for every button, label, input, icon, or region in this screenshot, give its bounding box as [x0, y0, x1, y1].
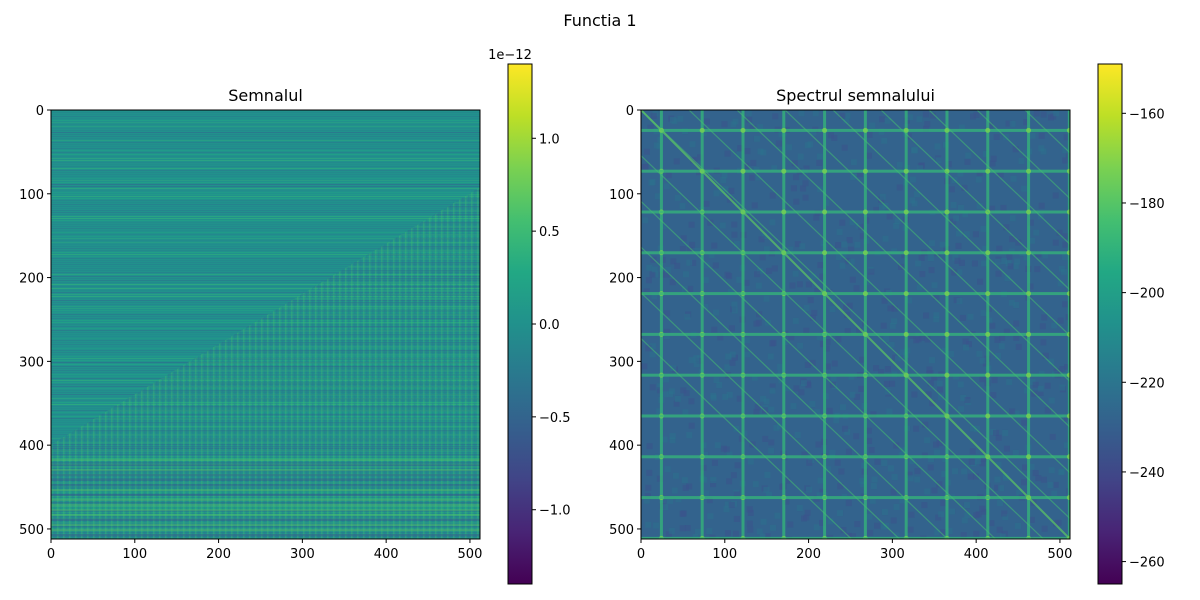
y-tick-label-1-4: 400 [609, 439, 634, 454]
chart-spectrum-image [641, 110, 1070, 539]
x-tick-label-0-3: 300 [290, 547, 315, 562]
colorbar-spectrum-ticks: −260 −240 −220 −200 −180 −160 [1122, 107, 1165, 571]
chart-spectrum: Spectrul semnalului 0 100 200 300 400 5000100… [609, 63, 1165, 585]
x-tick-label-0-1: 100 [122, 547, 147, 562]
y-tick-label-1-2: 200 [609, 272, 634, 287]
y-tick-label-1-3: 300 [609, 355, 634, 370]
y-tick-label-0-0: 0 [36, 104, 44, 119]
x-tick-label-1-4: 400 [964, 547, 989, 562]
colorbar-signal-offset-label: 1e−12 [488, 48, 532, 63]
x-tick-label-0-5: 500 [458, 547, 483, 562]
chart-signal-image [51, 110, 480, 539]
chart-spectrum-frame [640, 109, 1071, 540]
colorbar-tick-label-1-2: −220 [1129, 376, 1165, 391]
y-tick-label-0-5: 500 [19, 523, 44, 538]
colorbar-tick-label-1-5: −160 [1129, 107, 1165, 122]
x-tick-label-0-0: 0 [47, 547, 55, 562]
colorbar-tick-label-0-4: 1.0 [539, 132, 560, 147]
spectrum-grid-lines [641, 110, 1070, 539]
colorbar-tick-label-1-4: −180 [1129, 197, 1165, 212]
y-tick-label-0-4: 400 [19, 439, 44, 454]
chart-signal-frame [50, 109, 481, 540]
y-tick-label-1-0: 0 [626, 104, 634, 119]
x-tick-label-0-4: 400 [374, 547, 399, 562]
y-tick-label-1-5: 500 [609, 523, 634, 538]
y-tick-label-0-2: 200 [19, 272, 44, 287]
figure-suptitle: Functia 1 [563, 11, 636, 30]
colorbar-tick-label-1-3: −200 [1129, 287, 1165, 302]
y-tick-label-0-1: 100 [19, 188, 44, 203]
colorbar-tick-label-1-1: −240 [1129, 466, 1165, 481]
chart-spectrum-title: Spectrul semnalului [776, 86, 935, 105]
spectrum-diagonal-lines [641, 110, 1070, 539]
chart-signal: Semnalul 0 100 200 300 400 500010020030040050… [19, 48, 571, 585]
colorbar-tick-label-0-1: −0.5 [539, 411, 571, 426]
y-tick-label-1-1: 100 [609, 188, 634, 203]
x-tick-label-1-2: 200 [796, 547, 821, 562]
colorbar-spectrum [1098, 64, 1122, 584]
colorbar-tick-label-0-0: −1.0 [539, 504, 571, 519]
colorbar-signal [508, 64, 532, 584]
chart-signal-title: Semnalul [228, 86, 303, 105]
colorbar-tick-label-1-0: −260 [1129, 556, 1165, 571]
colorbar-tick-label-0-2: 0.0 [539, 318, 560, 333]
x-tick-label-0-2: 200 [206, 547, 231, 562]
y-tick-label-0-3: 300 [19, 355, 44, 370]
x-tick-label-1-3: 300 [880, 547, 905, 562]
x-tick-label-1-5: 500 [1048, 547, 1073, 562]
colorbar-spectrum-frame [1097, 63, 1123, 585]
x-tick-label-1-1: 100 [712, 547, 737, 562]
x-tick-label-1-0: 0 [637, 547, 645, 562]
signal-background [51, 110, 480, 539]
colorbar-tick-label-0-3: 0.5 [539, 225, 560, 240]
colorbar-signal-ticks: −1.0 −0.5 0.0 0.5 1.0 [532, 132, 571, 519]
